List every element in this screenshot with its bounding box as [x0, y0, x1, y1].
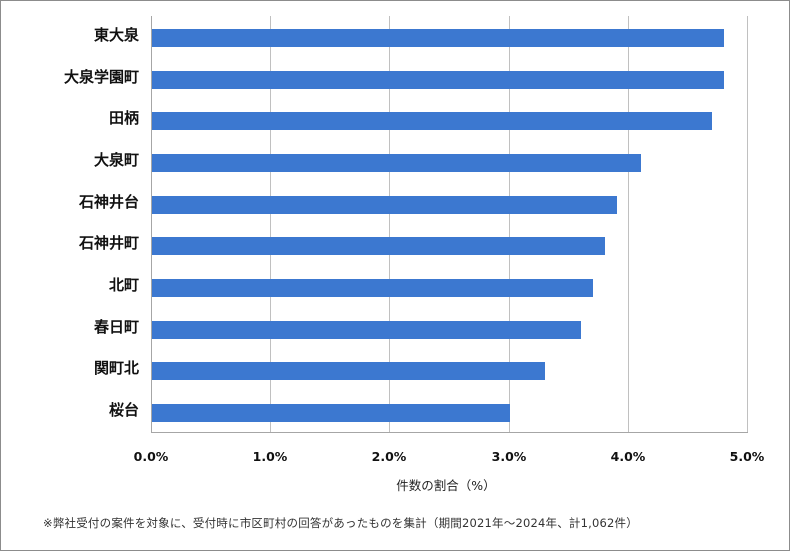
- bar: [152, 71, 724, 89]
- gridline: [509, 16, 510, 433]
- x-tick-label: 2.0%: [371, 449, 407, 464]
- category-label: 東大泉: [93, 26, 139, 44]
- bar: [152, 321, 581, 339]
- category-label: 大泉町: [93, 151, 139, 169]
- gridline: [270, 16, 271, 433]
- x-tick-label: 4.0%: [610, 449, 646, 464]
- bar: [152, 362, 545, 380]
- gridline: [747, 16, 748, 433]
- x-axis-title: 件数の割合（%）: [396, 478, 496, 493]
- y-axis-line: [151, 16, 152, 433]
- x-tick-label: 1.0%: [252, 449, 288, 464]
- bar: [152, 154, 641, 172]
- x-tick-label: 5.0%: [729, 449, 765, 464]
- x-axis-line: [151, 432, 748, 433]
- footnote: ※弊社受付の案件を対象に、受付時に市区町村の回答があったものを集計（期間2021…: [43, 516, 638, 530]
- plot-area: [151, 16, 748, 433]
- bar: [152, 112, 712, 130]
- category-label: 桜台: [108, 401, 139, 419]
- gridline: [628, 16, 629, 433]
- category-label: 石神井町: [78, 234, 139, 252]
- bar: [152, 279, 593, 297]
- category-label: 関町北: [93, 359, 139, 377]
- category-label: 春日町: [93, 318, 139, 336]
- bar: [152, 196, 617, 214]
- category-label: 石神井台: [78, 193, 139, 211]
- bar: [152, 237, 605, 255]
- category-label: 北町: [108, 276, 139, 294]
- x-tick-label: 0.0%: [133, 449, 169, 464]
- category-label: 大泉学園町: [63, 68, 139, 86]
- category-label: 田柄: [108, 109, 139, 127]
- bar: [152, 404, 510, 422]
- x-tick-label: 3.0%: [491, 449, 527, 464]
- bar: [152, 29, 724, 47]
- gridline: [389, 16, 390, 433]
